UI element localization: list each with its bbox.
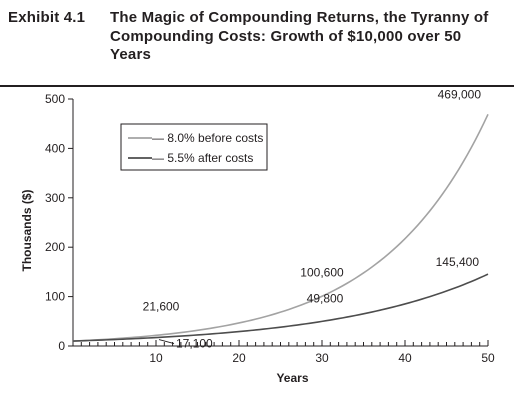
legend-entry-label: — 5.5% after costs xyxy=(152,151,253,165)
data-label-leader xyxy=(158,339,175,345)
legend: — 8.0% before costs — 5.5% after costs xyxy=(120,123,268,171)
x-tick-label: 20 xyxy=(232,351,246,365)
chart-title: The Magic of Compounding Returns, the Ty… xyxy=(110,9,489,63)
x-axis-label: Years xyxy=(276,371,308,385)
data-label: 21,600 xyxy=(143,299,180,313)
legend-entry-label: — 8.0% before costs xyxy=(152,131,263,145)
data-label: 17,100 xyxy=(176,337,213,351)
data-label: 469,000 xyxy=(438,87,482,101)
y-axis-label: Thousands ($) xyxy=(20,189,34,271)
y-tick-label: 200 xyxy=(45,240,65,254)
x-tick-label: 10 xyxy=(149,351,163,365)
series-line-before-costs xyxy=(72,113,489,342)
chart-axes: 0 100 200 300 400 500 10 20 30 40 50 Years Thousands… xyxy=(20,92,495,385)
legend-box xyxy=(120,123,268,171)
data-label: 100,600 xyxy=(300,265,344,279)
y-tick-label: 300 xyxy=(45,191,65,205)
x-tick-label: 40 xyxy=(398,351,412,365)
exhibit-label: Exhibit 4.1 xyxy=(8,9,86,26)
y-tick-label: 500 xyxy=(45,92,65,106)
data-labels: 21,600 17,100 100,600 49,800 469,000 145,400 xyxy=(143,87,482,350)
data-label: 49,800 xyxy=(307,291,344,305)
series-line-after-costs xyxy=(72,273,489,342)
title-divider xyxy=(0,85,514,87)
y-tick-label: 0 xyxy=(58,339,65,353)
series-lines xyxy=(72,113,489,342)
y-tick-label: 100 xyxy=(45,290,65,304)
x-tick-label: 50 xyxy=(481,351,495,365)
data-label: 145,400 xyxy=(436,255,480,269)
y-tick-label: 400 xyxy=(45,141,65,155)
x-tick-label: 30 xyxy=(315,351,329,365)
